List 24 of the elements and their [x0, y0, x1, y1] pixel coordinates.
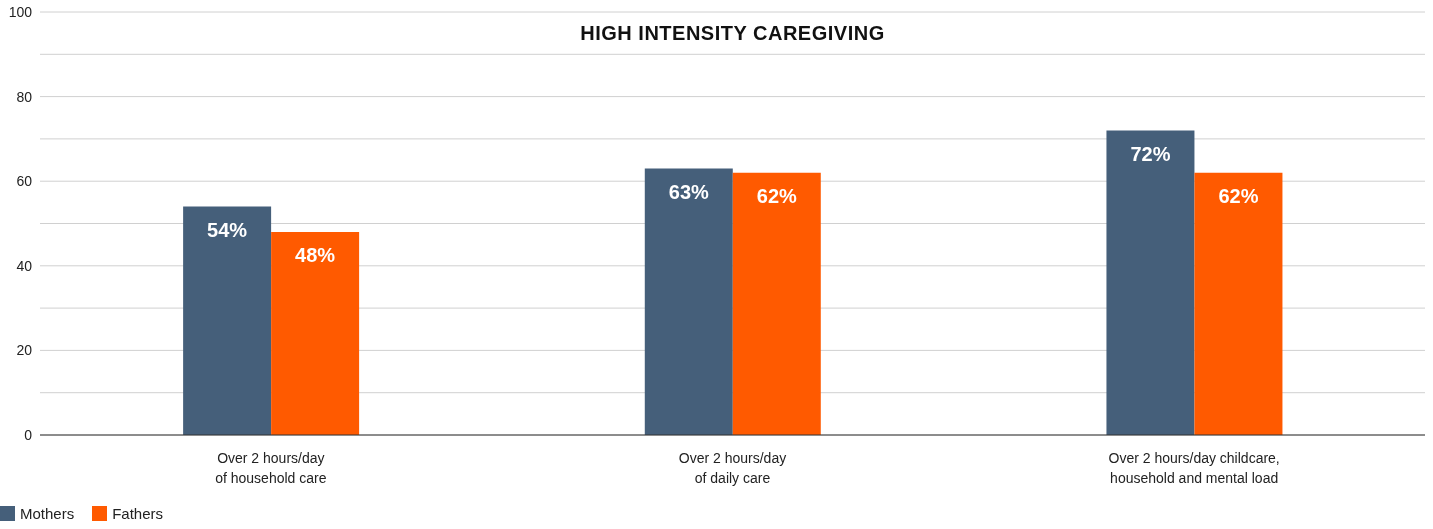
y-tick-label: 80 [16, 88, 33, 105]
bar [183, 206, 272, 435]
bar [1194, 172, 1283, 435]
data-label: 62% [756, 184, 798, 207]
legend-label: Fathers [112, 505, 164, 522]
bar [644, 168, 733, 435]
bar [271, 231, 360, 435]
bar [732, 172, 821, 435]
x-tick-label: Over 2 hours/day childcare, household and mental load [1108, 450, 1280, 486]
y-tick-label: 20 [16, 342, 33, 359]
legend-label: Mothers [20, 505, 75, 522]
text: HIGH INTENSITY CAREGIVING [579, 22, 886, 45]
data-label: 48% [295, 244, 336, 267]
data-label: 62% [1218, 184, 1259, 207]
bar [1106, 130, 1195, 435]
data-label: 72% [1130, 142, 1171, 165]
y-tick-label: 40 [16, 257, 33, 274]
data-label: 54% [207, 218, 248, 241]
data-label: 63% [668, 180, 710, 203]
y-tick-label: 0 [24, 426, 33, 443]
x-tick-label: Over 2 hours/day of household care [215, 450, 327, 486]
y-tick-label: 100 [8, 3, 33, 20]
y-tick-label: 60 [16, 173, 33, 190]
x-tick-label: Over 2 hours/day of daily care [678, 450, 787, 486]
